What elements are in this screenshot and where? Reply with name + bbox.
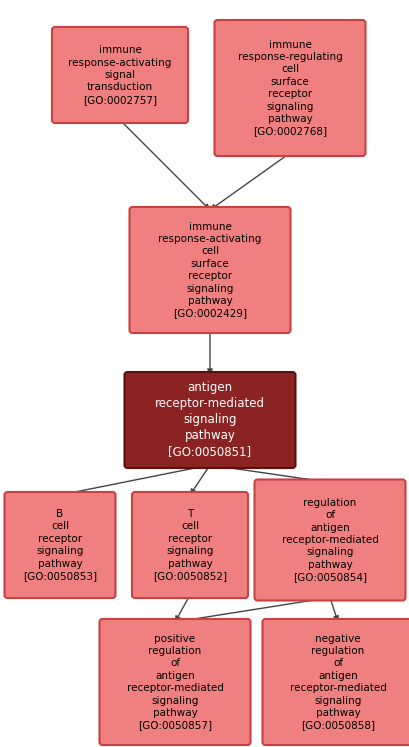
Text: regulation
of
antigen
receptor-mediated
signaling
pathway
[GO:0050854]: regulation of antigen receptor-mediated … (281, 498, 378, 582)
FancyBboxPatch shape (132, 492, 248, 598)
FancyBboxPatch shape (214, 20, 366, 156)
FancyBboxPatch shape (4, 492, 115, 598)
FancyBboxPatch shape (263, 619, 409, 745)
Text: immune
response-regulating
cell
surface
receptor
signaling
pathway
[GO:0002768]: immune response-regulating cell surface … (238, 40, 342, 137)
FancyBboxPatch shape (130, 207, 290, 333)
FancyBboxPatch shape (124, 372, 295, 468)
Text: immune
response-activating
signal
transduction
[GO:0002757]: immune response-activating signal transd… (68, 46, 172, 105)
Text: positive
regulation
of
antigen
receptor-mediated
signaling
pathway
[GO:0050857]: positive regulation of antigen receptor-… (126, 633, 223, 731)
Text: negative
regulation
of
antigen
receptor-mediated
signaling
pathway
[GO:0050858]: negative regulation of antigen receptor-… (290, 633, 387, 731)
Text: T
cell
receptor
signaling
pathway
[GO:0050852]: T cell receptor signaling pathway [GO:00… (153, 509, 227, 581)
Text: B
cell
receptor
signaling
pathway
[GO:0050853]: B cell receptor signaling pathway [GO:00… (23, 509, 97, 581)
FancyBboxPatch shape (52, 27, 188, 123)
Text: immune
response-activating
cell
surface
receptor
signaling
pathway
[GO:0002429]: immune response-activating cell surface … (158, 222, 262, 318)
Text: antigen
receptor-mediated
signaling
pathway
[GO:0050851]: antigen receptor-mediated signaling path… (155, 382, 265, 459)
FancyBboxPatch shape (254, 480, 405, 601)
FancyBboxPatch shape (99, 619, 250, 745)
